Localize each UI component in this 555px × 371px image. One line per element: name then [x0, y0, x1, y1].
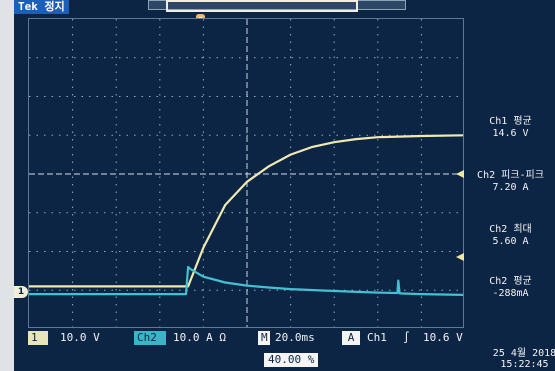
- measurement-label: Ch2 피크-피크: [477, 170, 544, 181]
- acquisition-status: Tek 정지: [14, 0, 69, 14]
- measurement-label: Ch2 최대: [489, 224, 532, 235]
- clock-time: 15:22:45: [500, 359, 549, 370]
- horizontal-position[interactable]: 40.00 %: [264, 353, 319, 367]
- ch2-reference-icon: [456, 170, 464, 178]
- timebase-value: 20.0ms: [275, 331, 315, 344]
- measurement-ch2-pk2pk: Ch2 피크-피크 7.20 A: [466, 170, 555, 194]
- footer-bar: 40.00 % 25 4월 2018 15:22:45: [28, 348, 555, 371]
- record-view-window: [166, 0, 358, 12]
- measurement-value: 7.20 A: [492, 182, 529, 193]
- oscilloscope-screen: Tek 정지 1 Ch1 평균 14.6 V Ch2 피크-피크 7.20 A: [14, 0, 555, 371]
- clock: 25 4월 2018 15:22:45: [480, 348, 555, 370]
- measurement-value: 14.6 V: [492, 128, 529, 139]
- measurement-label: Ch1 평균: [489, 116, 532, 127]
- traces: [29, 134, 463, 296]
- ch2-tag[interactable]: Ch2: [134, 331, 166, 345]
- measurement-ch1-mean: Ch1 평균 14.6 V: [466, 116, 555, 140]
- trigger-source: Ch1: [367, 331, 387, 344]
- ch1-tag[interactable]: 1: [28, 331, 48, 345]
- waveform-graticule: [28, 18, 464, 328]
- ch2-scale: 10.0 A Ω: [173, 331, 226, 344]
- measurement-ch2-mean: Ch2 평균 -288mA: [466, 276, 555, 300]
- ch2-level-icon: [456, 253, 464, 261]
- measurement-ch2-max: Ch2 최대 5.60 A: [466, 224, 555, 248]
- top-status-bar: Tek 정지: [14, 0, 555, 18]
- measurement-label: Ch2 평균: [489, 276, 532, 287]
- trigger-slope-icon: ∫: [403, 331, 410, 344]
- trigger-level: 10.6 V: [423, 331, 463, 344]
- waveform-plot: [29, 19, 463, 327]
- channel-settings-bar: 1 10.0 V Ch2 10.0 A Ω M 20.0ms A Ch1 ∫ 1…: [28, 330, 464, 346]
- timebase-tag[interactable]: M: [258, 331, 270, 345]
- ch2-trace: [29, 265, 463, 296]
- measurement-value: -288mA: [492, 288, 529, 299]
- clock-date: 25 4월 2018: [492, 348, 555, 359]
- trigger-mode-tag[interactable]: A: [342, 331, 360, 345]
- measurement-value: 5.60 A: [492, 236, 529, 247]
- ch1-scale: 10.0 V: [60, 331, 100, 344]
- grid: [29, 19, 463, 327]
- ch1-ground-marker: 1: [14, 286, 28, 298]
- ch1-trace: [29, 134, 463, 288]
- measurement-panel: Ch1 평균 14.6 V Ch2 피크-피크 7.20 A Ch2 최대 5.…: [466, 18, 555, 328]
